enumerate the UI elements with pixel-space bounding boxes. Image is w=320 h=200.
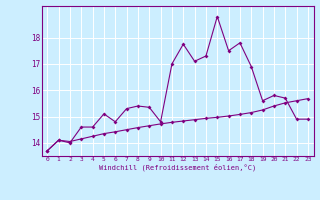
X-axis label: Windchill (Refroidissement éolien,°C): Windchill (Refroidissement éolien,°C): [99, 164, 256, 171]
